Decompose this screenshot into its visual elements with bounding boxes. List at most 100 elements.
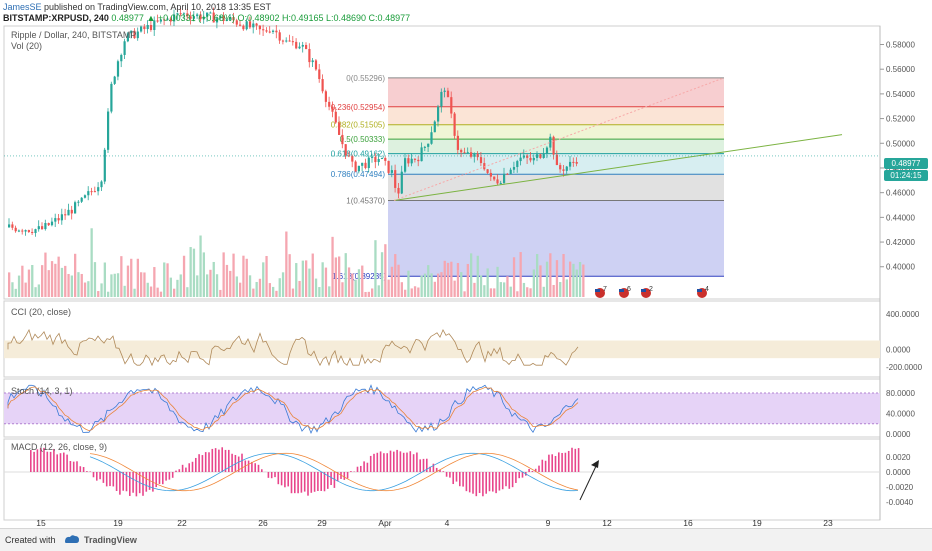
main-pane-title[interactable]: Ripple / Dollar, 240, BITSTAMP xyxy=(11,30,136,40)
macd-histogram-bar xyxy=(113,472,115,486)
candle-body xyxy=(143,27,145,29)
volume-bar xyxy=(150,287,152,297)
macd-histogram-bar xyxy=(188,463,190,472)
macd-histogram-bar xyxy=(423,459,425,472)
candle-body xyxy=(417,160,419,161)
candle-body xyxy=(18,231,20,232)
cci-tick-label: 400.0000 xyxy=(886,310,920,319)
macd-histogram-bar xyxy=(294,472,296,493)
volume-bar xyxy=(533,269,535,297)
volume-bar xyxy=(526,287,528,297)
macd-histogram-bar xyxy=(73,462,75,472)
macd-histogram-bar xyxy=(182,465,184,472)
fib-level-label: 0.5(0.50333) xyxy=(340,135,386,144)
macd-histogram-bar xyxy=(311,472,313,493)
candle-body xyxy=(440,92,442,107)
volume-bar xyxy=(209,270,211,297)
macd-histogram-bar xyxy=(284,472,286,487)
candle-body xyxy=(454,114,456,136)
candle-body xyxy=(358,166,360,171)
macd-histogram-bar xyxy=(485,472,487,494)
volume-bar xyxy=(450,262,452,297)
volume-bar xyxy=(421,275,423,297)
volume-bar xyxy=(500,282,502,297)
volume-label[interactable]: Vol (20) xyxy=(11,41,42,51)
volume-bar xyxy=(196,275,198,297)
candle-body xyxy=(282,41,284,42)
macd-histogram-bar xyxy=(466,472,468,491)
candle-body xyxy=(87,191,89,195)
macd-histogram-bar xyxy=(258,465,260,472)
volume-bar xyxy=(44,253,46,297)
x-axis-label: 9 xyxy=(546,518,551,528)
candle-body xyxy=(490,173,492,177)
macd-histogram-bar xyxy=(119,472,121,495)
volume-bar xyxy=(28,270,30,297)
candle-body xyxy=(496,179,498,183)
candle-body xyxy=(61,214,63,220)
fib-level-label: 0.236(0.52954) xyxy=(331,103,386,112)
volume-bar xyxy=(391,267,393,297)
volume-bar xyxy=(289,254,291,297)
macd-histogram-bar xyxy=(212,449,214,472)
volume-bar xyxy=(345,253,347,297)
volume-bar xyxy=(302,261,304,297)
candle-body xyxy=(351,156,353,162)
candle-body xyxy=(463,152,465,153)
x-axis-label: 19 xyxy=(752,518,762,528)
volume-bar xyxy=(292,289,294,297)
chart-canvas[interactable]: 0.580000.560000.540000.520000.500000.480… xyxy=(0,0,932,528)
volume-bar xyxy=(51,261,53,297)
macd-tick-label: 0.0020 xyxy=(886,453,911,462)
event-badge-count: 6 xyxy=(627,286,631,293)
candle-body xyxy=(107,112,109,150)
volume-bar xyxy=(163,262,165,297)
volume-bar xyxy=(404,290,406,297)
candle-body xyxy=(335,112,337,123)
candle-body xyxy=(38,226,40,229)
candle-body xyxy=(378,159,380,162)
price-tick-label: 0.56000 xyxy=(886,65,915,74)
symbol-name[interactable]: BITSTAMP:XRPUSD, 240 xyxy=(3,13,109,23)
countdown-tag: 01:24:15 xyxy=(884,170,928,181)
candle-body xyxy=(272,31,274,32)
volume-bar xyxy=(523,283,525,297)
macd-title[interactable]: MACD (12, 26, close, 9) xyxy=(11,442,107,452)
volume-bar xyxy=(137,259,139,297)
volume-bar xyxy=(434,282,436,297)
macd-histogram-bar xyxy=(281,472,283,485)
candle-body xyxy=(424,147,426,148)
candle-body xyxy=(44,223,46,229)
macd-histogram-bar xyxy=(499,472,501,491)
volume-bar xyxy=(338,256,340,297)
volume-bar xyxy=(84,283,86,297)
candle-body xyxy=(74,202,76,213)
candle-body xyxy=(15,228,17,231)
candle-body xyxy=(467,152,469,153)
volume-bar xyxy=(325,268,327,297)
author-link[interactable]: JamesSE xyxy=(3,2,42,12)
candle-body xyxy=(124,41,126,55)
candle-body xyxy=(265,30,267,31)
cci-title[interactable]: CCI (20, close) xyxy=(11,307,71,317)
volume-bar xyxy=(21,266,23,297)
macd-histogram-bar xyxy=(419,459,421,472)
volume-bar xyxy=(232,254,234,297)
macd-histogram-bar xyxy=(30,450,32,472)
tradingview-brand[interactable]: TradingView xyxy=(84,535,137,545)
volume-bar xyxy=(166,263,168,297)
macd-histogram-bar xyxy=(344,472,346,480)
macd-histogram-bar xyxy=(568,451,570,472)
footer-bar: Created with TradingView xyxy=(0,528,932,551)
macd-histogram-bar xyxy=(86,471,88,472)
x-axis-label: 26 xyxy=(258,518,268,528)
stoch-tick-label: 0.0000 xyxy=(886,430,911,439)
candle-body xyxy=(566,167,568,171)
volume-bar xyxy=(467,264,469,297)
x-axis-label: 4 xyxy=(445,518,450,528)
volume-bar xyxy=(427,265,429,297)
stoch-title[interactable]: Stoch (14, 3, 1) xyxy=(11,386,73,396)
event-flag-icon xyxy=(619,289,624,292)
macd-histogram-bar xyxy=(248,461,250,472)
candle-body xyxy=(41,226,43,229)
